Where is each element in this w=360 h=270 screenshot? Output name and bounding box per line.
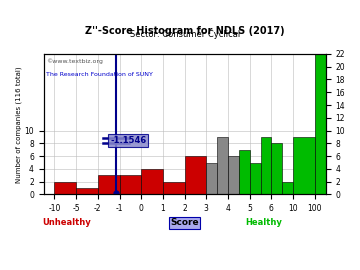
Bar [337, 99, 358, 194]
Text: Unhealthy: Unhealthy [42, 218, 91, 227]
Text: -1.1546: -1.1546 [110, 136, 146, 145]
Bar [163, 182, 185, 194]
Title: Z''-Score Histogram for NDLS (2017): Z''-Score Histogram for NDLS (2017) [85, 26, 284, 36]
Bar [293, 137, 315, 194]
Text: ©www.textbiz.org: ©www.textbiz.org [46, 58, 103, 64]
Bar [271, 143, 282, 194]
Text: Score: Score [170, 218, 199, 227]
Text: The Research Foundation of SUNY: The Research Foundation of SUNY [46, 72, 153, 77]
Bar [261, 137, 271, 194]
Text: Sector: Consumer Cyclical: Sector: Consumer Cyclical [130, 30, 240, 39]
Bar [98, 175, 120, 194]
Text: Healthy: Healthy [245, 218, 282, 227]
Bar [141, 169, 163, 194]
Bar [282, 182, 293, 194]
Bar [228, 156, 239, 194]
Bar [185, 156, 206, 194]
Y-axis label: Number of companies (116 total): Number of companies (116 total) [15, 66, 22, 183]
Bar [54, 182, 76, 194]
Bar [206, 163, 217, 194]
Bar [217, 137, 228, 194]
Bar [239, 150, 250, 194]
Bar [250, 163, 261, 194]
Bar [315, 54, 337, 194]
Bar [76, 188, 98, 194]
Bar [120, 175, 141, 194]
